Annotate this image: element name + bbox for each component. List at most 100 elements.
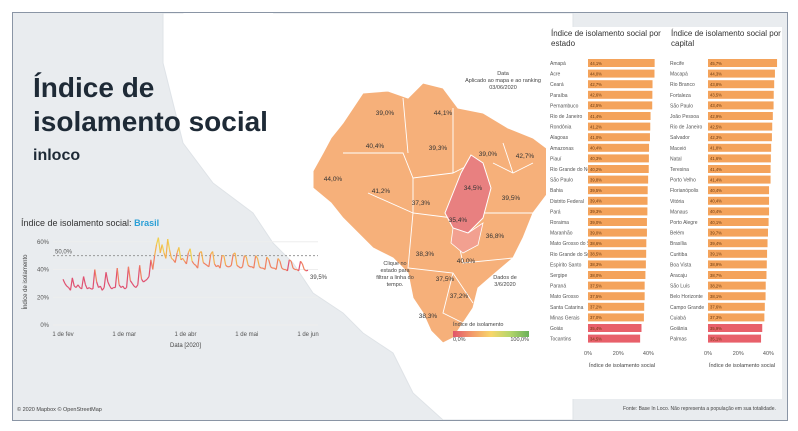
line-segment xyxy=(197,252,201,269)
line-segment xyxy=(253,255,257,269)
line-segment xyxy=(84,284,88,290)
bar xyxy=(588,143,650,152)
bar-category-label: Alagoas xyxy=(550,135,569,141)
bar xyxy=(708,122,773,131)
line-segment xyxy=(268,259,272,267)
map-value-labels: 39,0% 44,1% 40,4% 39,3% 39,0% 42,7% 44,0% 41,2%… xyxy=(324,110,535,320)
bar-value-label: 35,9% xyxy=(710,326,722,331)
bar xyxy=(708,80,775,89)
x-axis-label: Data [2020] xyxy=(170,343,201,349)
bar-category-label: Espírito Santo xyxy=(550,262,582,268)
bar xyxy=(588,324,642,332)
legend-range: 0,0% 100,0% xyxy=(453,337,529,344)
bar xyxy=(708,175,771,184)
map-canvas[interactable]: 39,0% 44,1% 40,4% 39,3% 39,0% 42,7% 44,0% 41,2%… xyxy=(13,13,787,420)
line-segment xyxy=(88,287,92,290)
line-chart[interactable]: 0% 20% 40% 60% 50,0% Índice de isolamento 1 de… xyxy=(13,229,353,359)
bar xyxy=(708,313,765,322)
line-segment xyxy=(234,252,238,266)
brazil-map[interactable] xyxy=(312,82,559,344)
line-segment xyxy=(152,255,156,270)
bar xyxy=(588,313,644,322)
bar xyxy=(708,143,772,152)
line-segment xyxy=(171,257,174,261)
bar xyxy=(588,302,645,311)
legend-max: 100,0% xyxy=(510,337,529,343)
bar-value-label: 40,4% xyxy=(710,188,722,193)
bar-category-label: Brasília xyxy=(670,241,687,247)
line-segment xyxy=(212,251,216,265)
bar xyxy=(588,334,641,343)
bar-category-label: Mato Grosso do Sul xyxy=(550,241,594,247)
bar-value-label: 38,7% xyxy=(710,273,722,278)
bar-value-label: 39,3% xyxy=(590,209,602,214)
bar xyxy=(708,302,765,311)
legend-title: Índice de isolamento xyxy=(453,322,504,328)
line-segment xyxy=(157,237,161,253)
line-segment xyxy=(146,276,150,280)
line-segment xyxy=(92,269,96,289)
bar xyxy=(708,186,770,195)
line-segment xyxy=(64,283,68,287)
page-subtitle: inloco xyxy=(33,147,81,164)
map-legend: Índice de isolamento 0,0% 100,0% xyxy=(453,322,529,344)
line-segment xyxy=(244,255,247,258)
bar-category-label: São Paulo xyxy=(670,103,693,109)
line-segment xyxy=(223,255,227,266)
line-segment xyxy=(159,244,163,254)
line-segment xyxy=(292,267,296,270)
bar xyxy=(588,112,651,120)
map-hint: Clique no estado para filtrar a linha do… xyxy=(376,261,414,288)
line-segment xyxy=(82,276,87,285)
y-axis-label: Índice de isolamento xyxy=(22,254,29,310)
bar-category-label: Natal xyxy=(670,156,682,162)
bar-category-label: João Pessoa xyxy=(670,114,699,120)
line-segment xyxy=(301,263,305,270)
line-segment xyxy=(277,258,281,262)
goias-state[interactable] xyxy=(450,222,484,254)
line-chart-title-country: Brasil xyxy=(134,218,160,228)
line-segment xyxy=(241,255,246,267)
bar-value-label: 39,4% xyxy=(590,199,602,204)
date-value: 03/06/2020 xyxy=(489,85,517,91)
bar-category-label: Pernambuco xyxy=(550,103,579,109)
bar-value-label: 41,4% xyxy=(710,167,722,172)
bar-category-label: São Paulo xyxy=(550,178,573,184)
bar-category-label: Manaus xyxy=(670,209,688,215)
bar-value-label: 34,5% xyxy=(590,336,602,341)
line-segment xyxy=(191,260,195,265)
bar-value-label: 44,3% xyxy=(710,71,722,76)
bar-x-tick: 0% xyxy=(584,351,592,357)
bar-value-label: 42,5% xyxy=(590,103,602,108)
bar xyxy=(708,165,771,173)
bar-category-label: Florianópolis xyxy=(670,188,699,194)
bar-value-label: 35,1% xyxy=(710,336,722,341)
bar xyxy=(588,186,648,195)
line-segment xyxy=(103,272,107,288)
bar-category-label: Rio de Janeiro xyxy=(550,114,582,120)
line-segment xyxy=(111,287,114,290)
bar-value-label: 39,8% xyxy=(590,177,602,182)
bar-category-label: Belo Horizonte xyxy=(670,294,703,300)
map-value-label: 39,5% xyxy=(502,195,521,202)
y-tick-label: 60% xyxy=(37,240,50,246)
bar-category-label: Distrito Federal xyxy=(550,199,584,205)
bar-x-tick: 20% xyxy=(733,351,744,357)
map-value-label: 38,3% xyxy=(419,313,438,320)
bar-category-label: Paraná xyxy=(550,284,566,290)
bar xyxy=(708,101,774,110)
line-segment xyxy=(240,266,243,269)
bar-value-label: 37,2% xyxy=(590,305,602,310)
bar xyxy=(708,249,768,258)
date-filter[interactable]: Data Aplicado ao mapa e ao ranking 03/06… xyxy=(453,71,553,92)
bar-category-label: Pará xyxy=(550,209,561,215)
bar-category-label: Rio Branco xyxy=(670,82,695,88)
bar-charts[interactable]: Amapá 44,1% Acre 44,0% Ceará 42,7% Paraíba 42,6… xyxy=(546,27,782,399)
bar-category-label: Paraíba xyxy=(550,93,568,99)
bar xyxy=(588,260,646,269)
bar xyxy=(708,218,769,226)
line-segment xyxy=(66,285,69,289)
line-segment xyxy=(94,269,98,283)
bar xyxy=(708,207,770,216)
line-segment xyxy=(165,238,169,259)
